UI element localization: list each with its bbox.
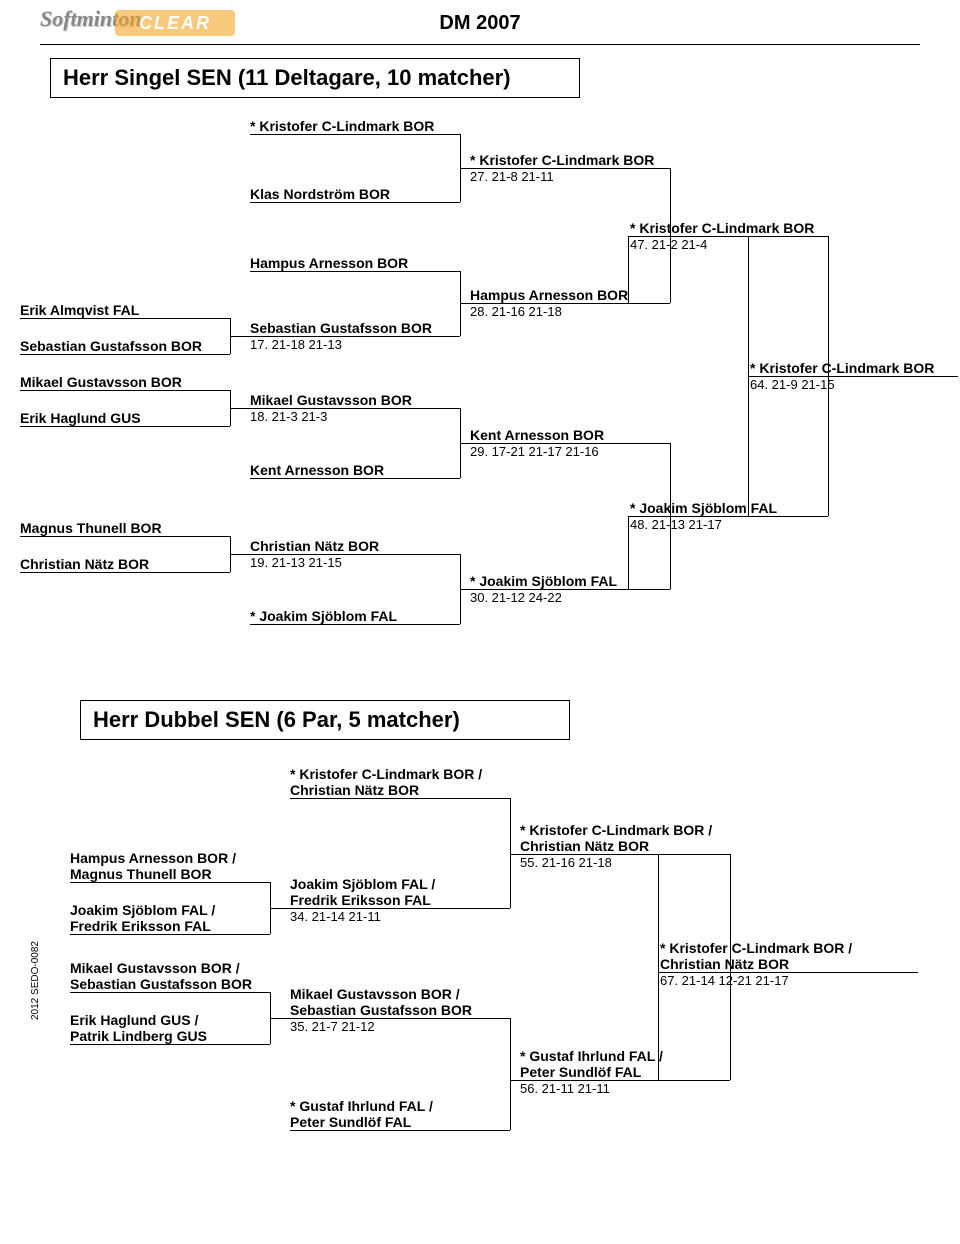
s2-r2-n2-score: 34. 21-14 21-11 [290, 910, 381, 925]
s1-r5-n1-score: 64. 21-9 21-15 [750, 378, 835, 393]
s1-r5-n1: * Kristofer C-Lindmark BOR [750, 360, 934, 376]
s1-r1-p4: Erik Haglund GUS [20, 410, 141, 426]
s2-r3-n2b: Peter Sundlöf FAL [520, 1064, 641, 1080]
s2-r1-p2b: Fredrik Eriksson FAL [70, 918, 211, 934]
s2-r1-p2-line [70, 934, 270, 935]
s1-r2-n8: * Joakim Sjöblom FAL [250, 608, 397, 624]
s1-r1-p1-line [20, 318, 230, 319]
s2-r2-n2a: Joakim Sjöblom FAL / [290, 876, 435, 892]
s1-r4-n2: * Joakim Sjöblom FAL [630, 500, 777, 516]
s1-r3-n2: Hampus Arnesson BOR [470, 287, 628, 303]
s1-r4-n2-score: 48. 21-13 21-17 [630, 518, 722, 533]
s2-r2-n1b: Christian Nätz BOR [290, 782, 419, 798]
s2-r4-zig-v2 [658, 972, 659, 1080]
s1-r1-p2-line [20, 354, 230, 355]
s2-r3-n2-score: 56. 21-11 21-11 [520, 1082, 610, 1097]
s2-r1-p3-line [70, 992, 270, 993]
s2-r1-p1b: Magnus Thunell BOR [70, 866, 212, 882]
s1-r4-n1: * Kristofer C-Lindmark BOR [630, 220, 814, 236]
s1-r2-n3: Hampus Arnesson BOR [250, 255, 408, 271]
s1-r4-zig2a [628, 516, 629, 589]
s2-r4-n1-score: 67. 21-14 12-21 21-17 [660, 974, 789, 989]
s2-r2-n4b: Peter Sundlöf FAL [290, 1114, 411, 1130]
s1-r2-n2-line [250, 202, 460, 203]
s1-r1-p2: Sebastian Gustafsson BOR [20, 338, 202, 354]
s1-r1-p5: Magnus Thunell BOR [20, 520, 162, 536]
s2-r3-n2a: * Gustaf Ihrlund FAL / [520, 1048, 663, 1064]
s1-r3-n1: * Kristofer C-Lindmark BOR [470, 152, 654, 168]
s1-r3-n2-score: 28. 21-16 21-18 [470, 305, 562, 320]
s1-r2-n4-score: 17. 21-18 21-13 [250, 338, 342, 353]
s1-r1-p5-line [20, 536, 230, 537]
s2-r2-n3-score: 35. 21-7 21-12 [290, 1020, 375, 1035]
s1-r4-zig1b [628, 303, 670, 304]
s1-r2-n2: Klas Nordström BOR [250, 186, 390, 202]
s2-r2-n1-line [290, 798, 510, 799]
s1-r3-n3: Kent Arnesson BOR [470, 427, 604, 443]
s2-r1-p4b: Patrik Lindberg GUS [70, 1028, 207, 1044]
s2-r2-n4a: * Gustaf Ihrlund FAL / [290, 1098, 433, 1114]
s2-r1-p4a: Erik Haglund GUS / [70, 1012, 198, 1028]
s2-r3-n1a: * Kristofer C-Lindmark BOR / [520, 822, 712, 838]
section1-title: Herr Singel SEN (11 Deltagare, 10 matche… [50, 58, 580, 98]
s1-r2-n4: Sebastian Gustafsson BOR [250, 320, 432, 336]
s1-r1-p4-line [20, 426, 230, 427]
s1-r1-p6: Christian Nätz BOR [20, 556, 149, 572]
s2-r1-p1-line [70, 882, 270, 883]
s1-r3-n1-score: 27. 21-8 21-11 [470, 170, 554, 185]
s1-r2-n3-line [250, 271, 460, 272]
section2-title: Herr Dubbel SEN (6 Par, 5 matcher) [80, 700, 570, 740]
s1-r1-p6-line [20, 572, 230, 573]
s2-r1-p2a: Joakim Sjöblom FAL / [70, 902, 215, 918]
s2-r2-v2 [510, 1018, 511, 1130]
s2-r2-n3a: Mikael Gustavsson BOR / [290, 986, 460, 1002]
s1-r2-n1-line [250, 134, 460, 135]
s2-r4-n1a: * Kristofer C-Lindmark BOR / [660, 940, 852, 956]
s2-r1-p4-line [70, 1044, 270, 1045]
s1-r5-zig-b [748, 516, 828, 517]
s1-r5-zig-c [748, 236, 828, 237]
s1-r2-n6: Kent Arnesson BOR [250, 462, 384, 478]
s2-r1-p1a: Hampus Arnesson BOR / [70, 850, 236, 866]
s1-r4-zig2b [628, 589, 670, 590]
s2-r2-n1a: * Kristofer C-Lindmark BOR / [290, 766, 482, 782]
s2-r1-p3b: Sebastian Gustafsson BOR [70, 976, 252, 992]
s1-r1-p3: Mikael Gustavsson BOR [20, 374, 182, 390]
s1-r2-n8-line [250, 624, 460, 625]
s2-r4-zig-bot [658, 1080, 730, 1081]
s1-r2-n7: Christian Nätz BOR [250, 538, 379, 554]
s2-r2-n2b: Fredrik Eriksson FAL [290, 892, 431, 908]
s1-r1-p1: Erik Almqvist FAL [20, 302, 139, 318]
s1-r4-zig1a [628, 236, 629, 303]
s2-r3-n1b: Christian Nätz BOR [520, 838, 649, 854]
s2-r1-p3a: Mikael Gustavsson BOR / [70, 960, 240, 976]
s2-r4-n1b: Christian Nätz BOR [660, 956, 789, 972]
s1-r2-n5-score: 18. 21-3 21-3 [250, 410, 327, 425]
s2-r4-zig-v1 [658, 854, 659, 972]
s2-r2-n4-line [290, 1130, 510, 1131]
s1-r5-zig-a [748, 376, 749, 516]
s1-r3-n4-score: 30. 21-12 24-22 [470, 591, 562, 606]
s1-r2-n7-score: 19. 21-13 21-15 [250, 556, 342, 571]
s2-r2-n3b: Sebastian Gustafsson BOR [290, 1002, 472, 1018]
s1-r2-n6-line [250, 478, 460, 479]
s1-r1-p3-line [20, 390, 230, 391]
s1-r2-n1: * Kristofer C-Lindmark BOR [250, 118, 434, 134]
s2-r2-v1 [510, 798, 511, 908]
s1-r3-n3-score: 29. 17-21 21-17 21-16 [470, 445, 599, 460]
side-code: 2012 SEDO-0082 [30, 941, 41, 1020]
page-title: DM 2007 [0, 12, 960, 35]
s1-r3-n4: * Joakim Sjöblom FAL [470, 573, 617, 589]
s2-r4-zig-top [658, 854, 730, 855]
s2-r3-n1-score: 55. 21-16 21-18 [520, 856, 612, 871]
s1-r2-n5: Mikael Gustavsson BOR [250, 392, 412, 408]
s1-r4-n1-score: 47. 21-2 21-4 [630, 238, 707, 253]
header-rule [40, 44, 920, 45]
s1-r5-zig-d [748, 236, 749, 376]
